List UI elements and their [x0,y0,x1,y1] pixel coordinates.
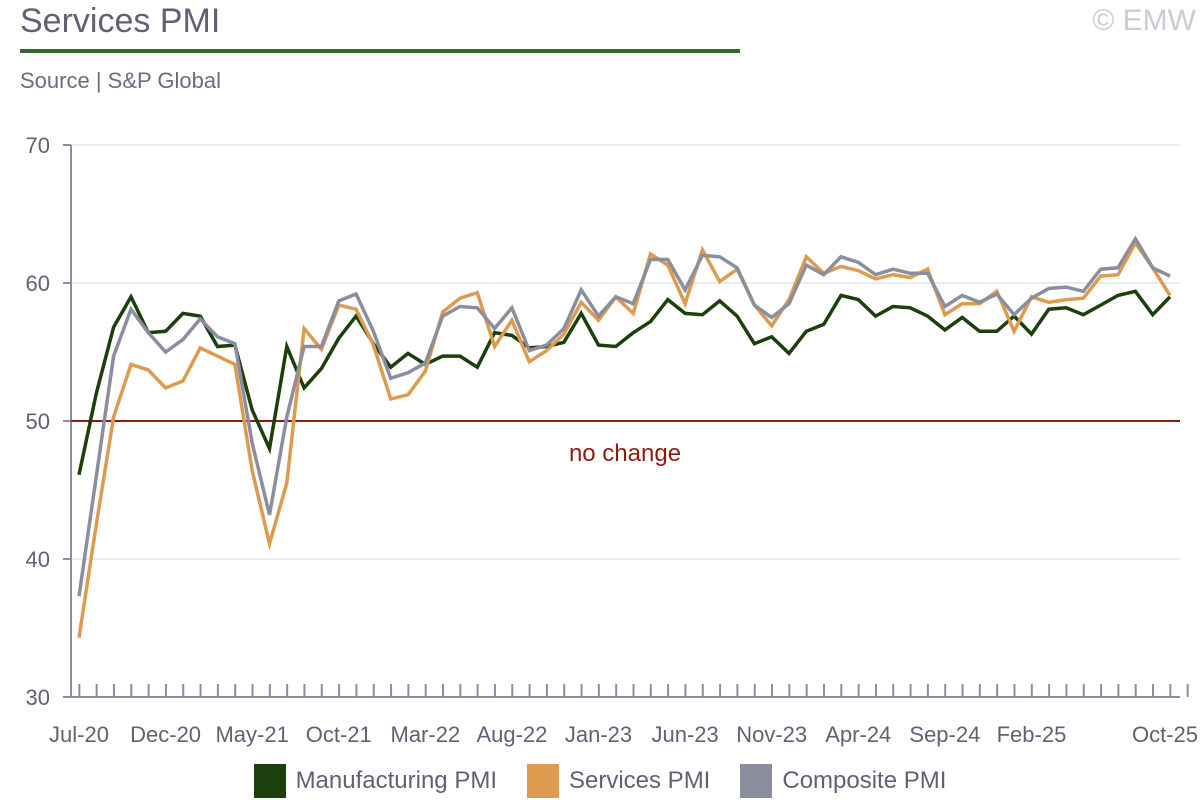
y-tick-label: 50 [26,409,50,434]
x-tick-label: Jan-23 [565,722,632,747]
legend-label: Services PMI [568,767,711,794]
series-line-manufacturing-pmi [77,289,1172,476]
legend-item-composite: Composite PMI [740,764,946,798]
source-label: Source | S&P Global [20,68,221,93]
x-tick-label: Mar-22 [391,722,461,747]
x-tick-label: May-21 [215,722,288,747]
x-tick-label: Dec-20 [130,722,201,747]
x-tick-label: Jun-23 [651,722,718,747]
x-tick-label: Nov-23 [736,722,807,747]
y-tick-label: 60 [26,271,50,296]
series-line-composite-pmi [77,235,1171,597]
chart-title: Services PMI [20,2,221,40]
legend: Manufacturing PMI Services PMI Composite… [0,764,1200,798]
legend-item-services: Services PMI [526,764,711,798]
watermark: © EMW [1092,4,1196,37]
y-tick-label: 70 [26,133,50,158]
x-tick-label: Jul-20 [49,722,109,747]
legend-item-manufacturing: Manufacturing PMI [253,764,497,798]
x-tick-label: Oct-25 [1132,722,1198,747]
reference-line-label: no change [569,440,681,467]
x-tick-label: Aug-22 [476,722,547,747]
x-tick-label: Feb-25 [997,722,1067,747]
y-tick-label: 30 [26,685,50,710]
legend-label: Composite PMI [782,767,947,794]
legend-label: Manufacturing PMI [295,767,497,794]
x-tick-label: Apr-24 [825,722,891,747]
title-underline [20,49,740,53]
x-tick-label: Sep-24 [909,722,980,747]
x-tick-label: Oct-21 [306,722,372,747]
legend-swatch [740,764,773,798]
legend-swatch [253,764,286,798]
legend-swatch [526,764,559,798]
y-tick-label: 40 [26,547,50,572]
